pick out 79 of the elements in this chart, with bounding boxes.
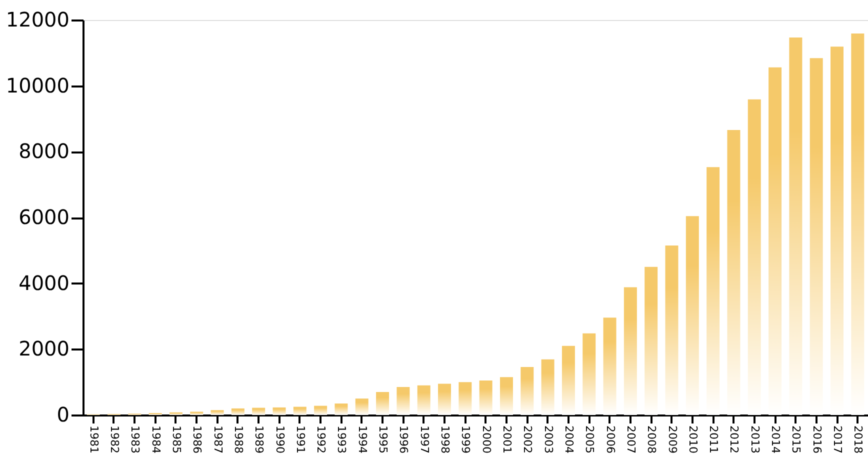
bar	[334, 403, 348, 415]
x-tick-label: 2012	[728, 426, 741, 454]
y-tick-label: 4000	[18, 270, 70, 295]
x-tick-label: 2014	[769, 426, 782, 454]
x-tick-label: 1986	[190, 426, 204, 454]
x-tick-label: 1982	[108, 426, 121, 454]
y-tick-label: 2000	[18, 336, 70, 361]
x-tick-label: 2002	[521, 426, 534, 454]
x-tick-label: 1994	[356, 426, 369, 454]
bar	[810, 58, 823, 415]
x-tick-label: 1997	[418, 426, 431, 454]
bar	[748, 99, 761, 415]
bar	[479, 380, 492, 415]
bar	[706, 167, 720, 415]
y-tick-label: 8000	[18, 139, 70, 164]
x-tick-label: 1988	[232, 426, 245, 454]
bar	[396, 387, 410, 415]
bar	[520, 366, 534, 415]
y-tick-label: 0	[56, 402, 70, 426]
bar	[231, 408, 244, 415]
x-tick-label: 1990	[273, 426, 286, 454]
bar	[500, 377, 513, 415]
bar	[582, 333, 596, 415]
x-tick-label: 1996	[397, 426, 410, 454]
bar	[644, 266, 658, 415]
y-tick-label: 12000	[6, 8, 70, 32]
x-tick-label: 2003	[542, 426, 555, 454]
x-tick-label: 2001	[500, 426, 514, 454]
bar	[851, 33, 864, 415]
bar	[169, 412, 182, 415]
bar	[314, 406, 328, 415]
bar	[686, 216, 699, 415]
x-tick-label: 2017	[831, 426, 844, 454]
bar	[665, 245, 678, 415]
x-tick-label: 2000	[480, 426, 493, 454]
x-tick-label: 2004	[562, 426, 576, 454]
x-tick-label: 2010	[686, 426, 700, 454]
x-tick-label: 1985	[170, 426, 183, 454]
x-tick-label: 2013	[748, 426, 762, 454]
bar	[830, 46, 844, 415]
x-tick-label: 2011	[707, 426, 720, 454]
bar	[768, 67, 782, 415]
x-tick-label: 1983	[128, 426, 142, 454]
x-tick-label: 1987	[211, 426, 224, 454]
x-tick-label: 2006	[604, 426, 617, 454]
x-tick-label: 1989	[252, 426, 266, 454]
bar	[417, 385, 430, 415]
x-tick-label: 1993	[335, 426, 348, 454]
x-tick-label: 1999	[459, 426, 472, 454]
x-tick-label: 1984	[149, 426, 162, 454]
bar	[293, 406, 306, 415]
x-tick-label: 1992	[314, 426, 328, 454]
bar	[458, 382, 472, 415]
bar	[252, 408, 266, 415]
y-tick-label: 10000	[6, 73, 70, 98]
x-tick-label: 2007	[624, 426, 638, 454]
x-tick-label: 2018	[852, 426, 865, 454]
bar	[603, 318, 616, 415]
x-tick-label: 2016	[810, 426, 824, 454]
bar	[624, 287, 637, 415]
bar	[272, 407, 286, 415]
bar	[210, 410, 224, 415]
x-tick-label: 1995	[376, 426, 390, 454]
bar	[562, 346, 575, 415]
y-tick-label: 6000	[18, 205, 70, 229]
bar	[541, 359, 554, 415]
x-tick-label: 1991	[294, 426, 307, 454]
x-tick-label: 2005	[583, 426, 596, 454]
x-tick-label: 2009	[666, 426, 679, 454]
x-tick-label: 1998	[438, 426, 452, 454]
bar	[438, 384, 452, 415]
bar	[355, 398, 368, 415]
bar	[727, 130, 740, 415]
x-tick-label: 2008	[645, 426, 658, 454]
x-tick-label: 2015	[790, 426, 803, 454]
bar	[190, 412, 204, 415]
bar	[376, 392, 390, 415]
bar	[789, 37, 802, 415]
x-tick-label: 1981	[87, 426, 100, 454]
